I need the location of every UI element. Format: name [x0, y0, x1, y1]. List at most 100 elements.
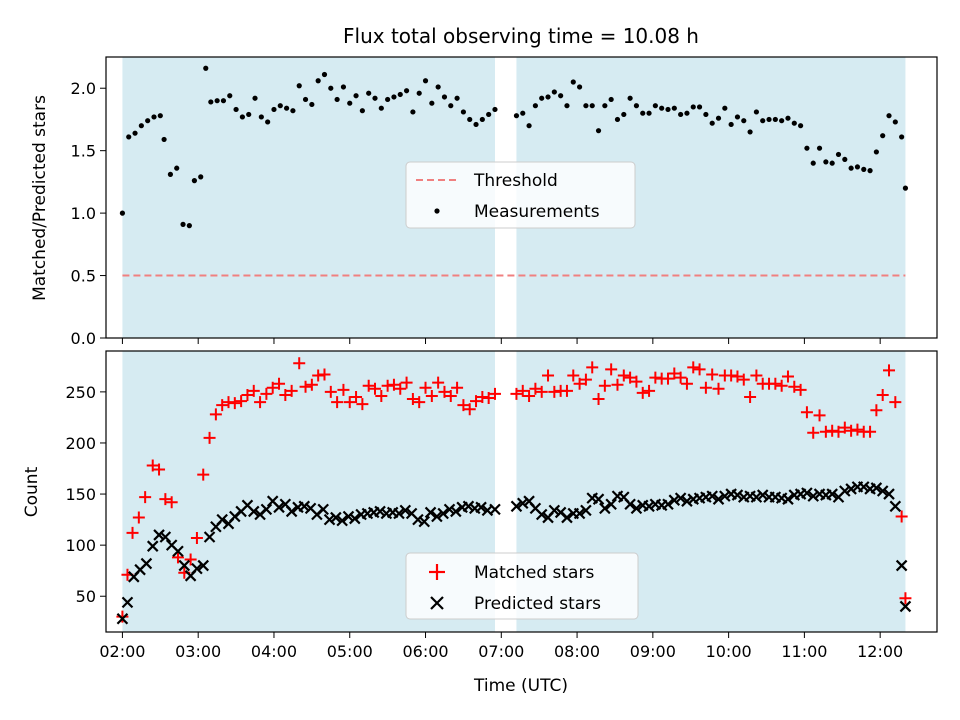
legend-matched-marker: [429, 564, 445, 580]
matched-stars-point: [400, 376, 413, 389]
predicted-stars-point: [561, 511, 573, 524]
matched-stars-point: [838, 421, 851, 434]
predicted-stars-point: [159, 531, 172, 543]
measurements-point: [848, 165, 854, 171]
measurements-point: [186, 223, 192, 229]
matched-stars-point: [381, 379, 394, 392]
measurements-point: [283, 105, 290, 111]
predicted-stars-point: [349, 512, 361, 525]
bottom-star-points: [116, 357, 912, 625]
bottom-y-axis-label: Count: [22, 466, 42, 517]
matched-stars-point: [463, 403, 476, 416]
measurements-point: [126, 134, 132, 140]
measurements-point: [873, 149, 879, 155]
matched-stars-point: [476, 390, 489, 403]
matched-stars-point: [312, 369, 325, 382]
predicted-stars-point: [412, 513, 424, 526]
predicted-stars-point: [393, 507, 405, 520]
matched-stars-point: [643, 384, 656, 397]
measurements-point: [690, 104, 696, 110]
measurements-point: [359, 108, 365, 114]
matched-stars-point: [523, 389, 536, 402]
predicted-stars-point: [260, 503, 273, 516]
predicted-stars-point: [807, 490, 820, 502]
matched-stars-point: [241, 388, 254, 401]
measurements-point: [214, 98, 220, 104]
matched-stars-point: [299, 380, 312, 393]
measurements-point: [161, 136, 167, 143]
predicted-stars-point: [731, 489, 744, 501]
top-panel: 0.00.51.01.52.0 Matched/Predicted stars …: [30, 56, 938, 348]
measurements-point: [145, 118, 151, 124]
bottom-legend-box: [405, 552, 639, 620]
measurements-point: [854, 164, 861, 170]
matched-stars-point: [228, 397, 241, 410]
predicted-stars-point: [573, 507, 586, 520]
measurements-point: [760, 118, 766, 124]
x-tick-label: 06:00: [402, 642, 448, 661]
matched-stars-point: [279, 388, 292, 401]
top-legend: Threshold Measurements: [405, 161, 636, 229]
measurements-point: [340, 84, 347, 90]
measurements-point: [810, 160, 816, 166]
measurements-point: [220, 98, 227, 104]
predicted-stars-point: [153, 529, 165, 541]
legend-measurements-label: Measurements: [474, 202, 600, 222]
measurements-point: [892, 119, 898, 125]
matched-stars-point: [438, 385, 451, 398]
measurements-point: [198, 174, 204, 180]
top-legend-box: [405, 161, 636, 229]
measurements-point: [614, 116, 621, 123]
measurements-point: [715, 115, 722, 121]
bottom-legend: Matched stars Predicted stars: [405, 552, 639, 620]
predicted-stars-point: [580, 504, 592, 517]
matched-stars-point: [470, 395, 483, 408]
chart-title: Flux total observing time = 10.08 h: [343, 24, 699, 48]
matched-stars-point: [889, 396, 902, 409]
matched-stars-point: [731, 370, 744, 383]
predicted-stars-point: [750, 491, 763, 503]
measurements-point: [671, 105, 677, 111]
predicted-stars-point: [782, 493, 794, 505]
measurements-point: [678, 111, 684, 118]
measurements-point: [391, 94, 397, 100]
matched-stars-point: [706, 368, 719, 381]
matched-stars-point: [369, 382, 382, 395]
measurements-point: [467, 116, 473, 123]
measurements-point: [208, 99, 214, 105]
matched-stars-point: [159, 493, 172, 506]
matched-stars-point: [331, 396, 344, 409]
bottom-panel: 50 100 150 200 250 02:00 03:00 04:00 05:00 06:00…: [22, 350, 938, 696]
matched-stars-point: [337, 383, 350, 396]
predicted-stars-point: [719, 490, 731, 502]
predicted-stars-point: [839, 485, 851, 497]
x-tick-label: 11:00: [781, 642, 827, 661]
measurements-point: [798, 123, 804, 129]
matched-stars-point: [819, 425, 832, 438]
matched-stars-point: [579, 373, 592, 386]
measurements-point: [753, 109, 760, 115]
matched-stars-point: [510, 387, 523, 400]
measurements-point: [119, 210, 126, 216]
predicted-stars-point: [857, 481, 870, 493]
predicted-stars-point: [489, 503, 501, 516]
measurements-point: [277, 103, 283, 109]
matched-stars-point: [425, 389, 438, 402]
measurements-point: [551, 89, 557, 95]
matched-stars-point: [350, 390, 363, 403]
matched-stars-point: [126, 526, 139, 539]
predicted-stars-point: [475, 501, 487, 514]
predicted-stars-point: [845, 483, 857, 495]
measurements-point: [728, 121, 734, 128]
predicted-stars-point: [681, 495, 693, 507]
matched-stars-point: [687, 361, 700, 374]
matched-stars-point: [845, 424, 858, 437]
measurements-point: [422, 78, 429, 84]
matched-stars-point: [413, 396, 426, 409]
matched-stars-point: [254, 396, 267, 409]
predicted-stars-point: [424, 506, 437, 519]
bottom-observing-window: [122, 351, 906, 632]
matched-stars-point: [737, 373, 750, 386]
matched-stars-point: [419, 381, 432, 394]
measurements-point: [823, 159, 829, 165]
